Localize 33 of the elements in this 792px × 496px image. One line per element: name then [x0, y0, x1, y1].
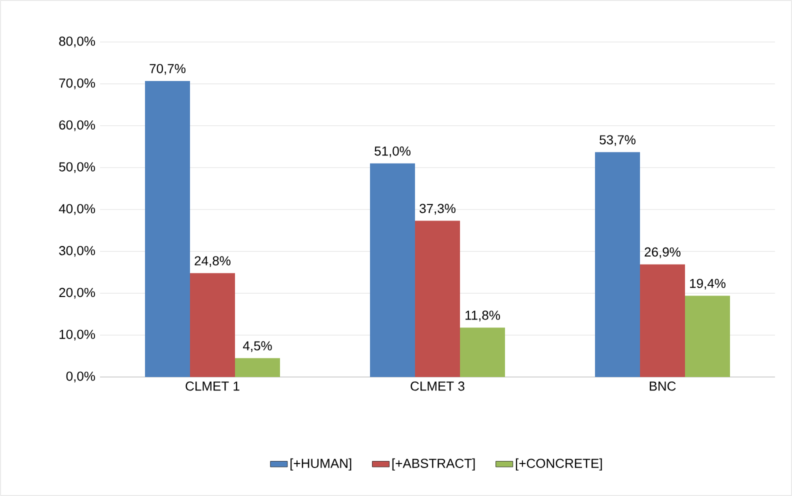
data-label: 70,7%	[150, 64, 186, 75]
legend-label: [+CONCRETE]	[516, 458, 602, 471]
bar	[190, 273, 235, 377]
data-label: 4,5%	[242, 341, 272, 352]
y-tick-label: 20,0%	[59, 288, 95, 299]
y-tick-label: 40,0%	[58, 204, 95, 215]
y-tick-label: 10,0%	[60, 330, 95, 340]
legend-label: [+ABSTRACT]	[392, 458, 475, 471]
data-label: 53,7%	[600, 135, 636, 146]
x-tick-label: CLMET 1	[186, 382, 240, 391]
y-tick-label: 80,0%	[59, 36, 95, 48]
bar	[640, 264, 686, 377]
x-tick-label: CLMET 3	[410, 382, 464, 391]
legend-label: [+HUMAN]	[290, 458, 352, 471]
bar	[685, 296, 730, 377]
bar	[235, 358, 280, 377]
y-tick-label: 50,0%	[59, 162, 95, 173]
bar	[370, 163, 416, 377]
bar	[415, 220, 460, 377]
bar	[145, 80, 190, 377]
x-tick-label: BNC	[650, 382, 676, 391]
data-label: 37,3%	[420, 204, 456, 215]
y-tick-label: 60,0%	[59, 120, 95, 132]
data-label: 26,9%	[644, 247, 680, 258]
y-tick-label: 70,0%	[59, 78, 95, 90]
data-label: 11,8%	[466, 310, 500, 322]
data-label: 51,0%	[374, 146, 410, 158]
data-label: 19,4%	[690, 278, 726, 290]
data-label: 24,8%	[194, 256, 230, 267]
y-tick-label: 30,0%	[59, 246, 95, 257]
bar	[460, 328, 506, 377]
y-tick-label: 0,0%	[66, 372, 95, 382]
bar	[595, 152, 640, 377]
